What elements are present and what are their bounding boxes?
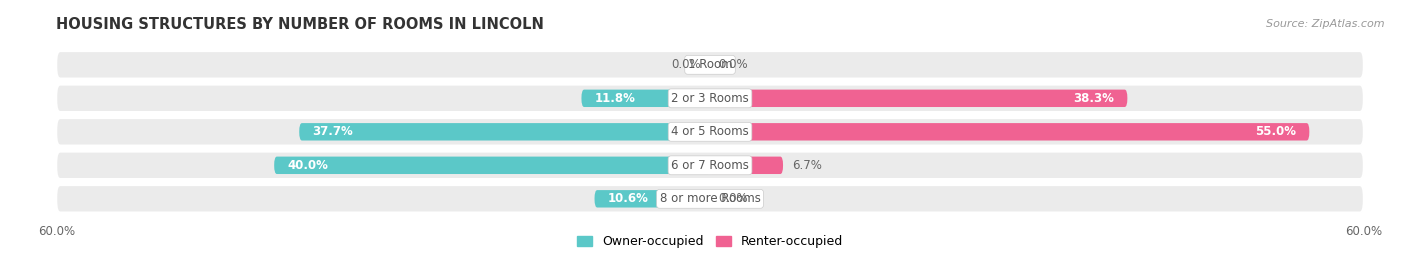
Text: HOUSING STRUCTURES BY NUMBER OF ROOMS IN LINCOLN: HOUSING STRUCTURES BY NUMBER OF ROOMS IN… — [56, 17, 544, 32]
Text: Source: ZipAtlas.com: Source: ZipAtlas.com — [1267, 19, 1385, 29]
Text: 8 or more Rooms: 8 or more Rooms — [659, 192, 761, 205]
Text: 11.8%: 11.8% — [595, 92, 636, 105]
FancyBboxPatch shape — [299, 123, 710, 140]
Text: 4 or 5 Rooms: 4 or 5 Rooms — [671, 125, 749, 138]
FancyBboxPatch shape — [595, 190, 710, 207]
Text: 2 or 3 Rooms: 2 or 3 Rooms — [671, 92, 749, 105]
FancyBboxPatch shape — [582, 90, 710, 107]
Text: 38.3%: 38.3% — [1073, 92, 1115, 105]
FancyBboxPatch shape — [710, 123, 1309, 140]
FancyBboxPatch shape — [710, 157, 783, 174]
Text: 37.7%: 37.7% — [312, 125, 353, 138]
FancyBboxPatch shape — [274, 157, 710, 174]
FancyBboxPatch shape — [56, 151, 1364, 179]
FancyBboxPatch shape — [56, 84, 1364, 112]
Text: 1 Room: 1 Room — [688, 58, 733, 71]
Text: 6.7%: 6.7% — [792, 159, 821, 172]
Text: 55.0%: 55.0% — [1256, 125, 1296, 138]
Text: 40.0%: 40.0% — [287, 159, 328, 172]
Text: 0.0%: 0.0% — [718, 192, 748, 205]
Text: 0.0%: 0.0% — [672, 58, 702, 71]
FancyBboxPatch shape — [56, 185, 1364, 213]
Legend: Owner-occupied, Renter-occupied: Owner-occupied, Renter-occupied — [572, 230, 848, 253]
FancyBboxPatch shape — [710, 90, 1128, 107]
FancyBboxPatch shape — [56, 51, 1364, 79]
Text: 10.6%: 10.6% — [607, 192, 648, 205]
Text: 0.0%: 0.0% — [718, 58, 748, 71]
FancyBboxPatch shape — [56, 118, 1364, 146]
Text: 6 or 7 Rooms: 6 or 7 Rooms — [671, 159, 749, 172]
